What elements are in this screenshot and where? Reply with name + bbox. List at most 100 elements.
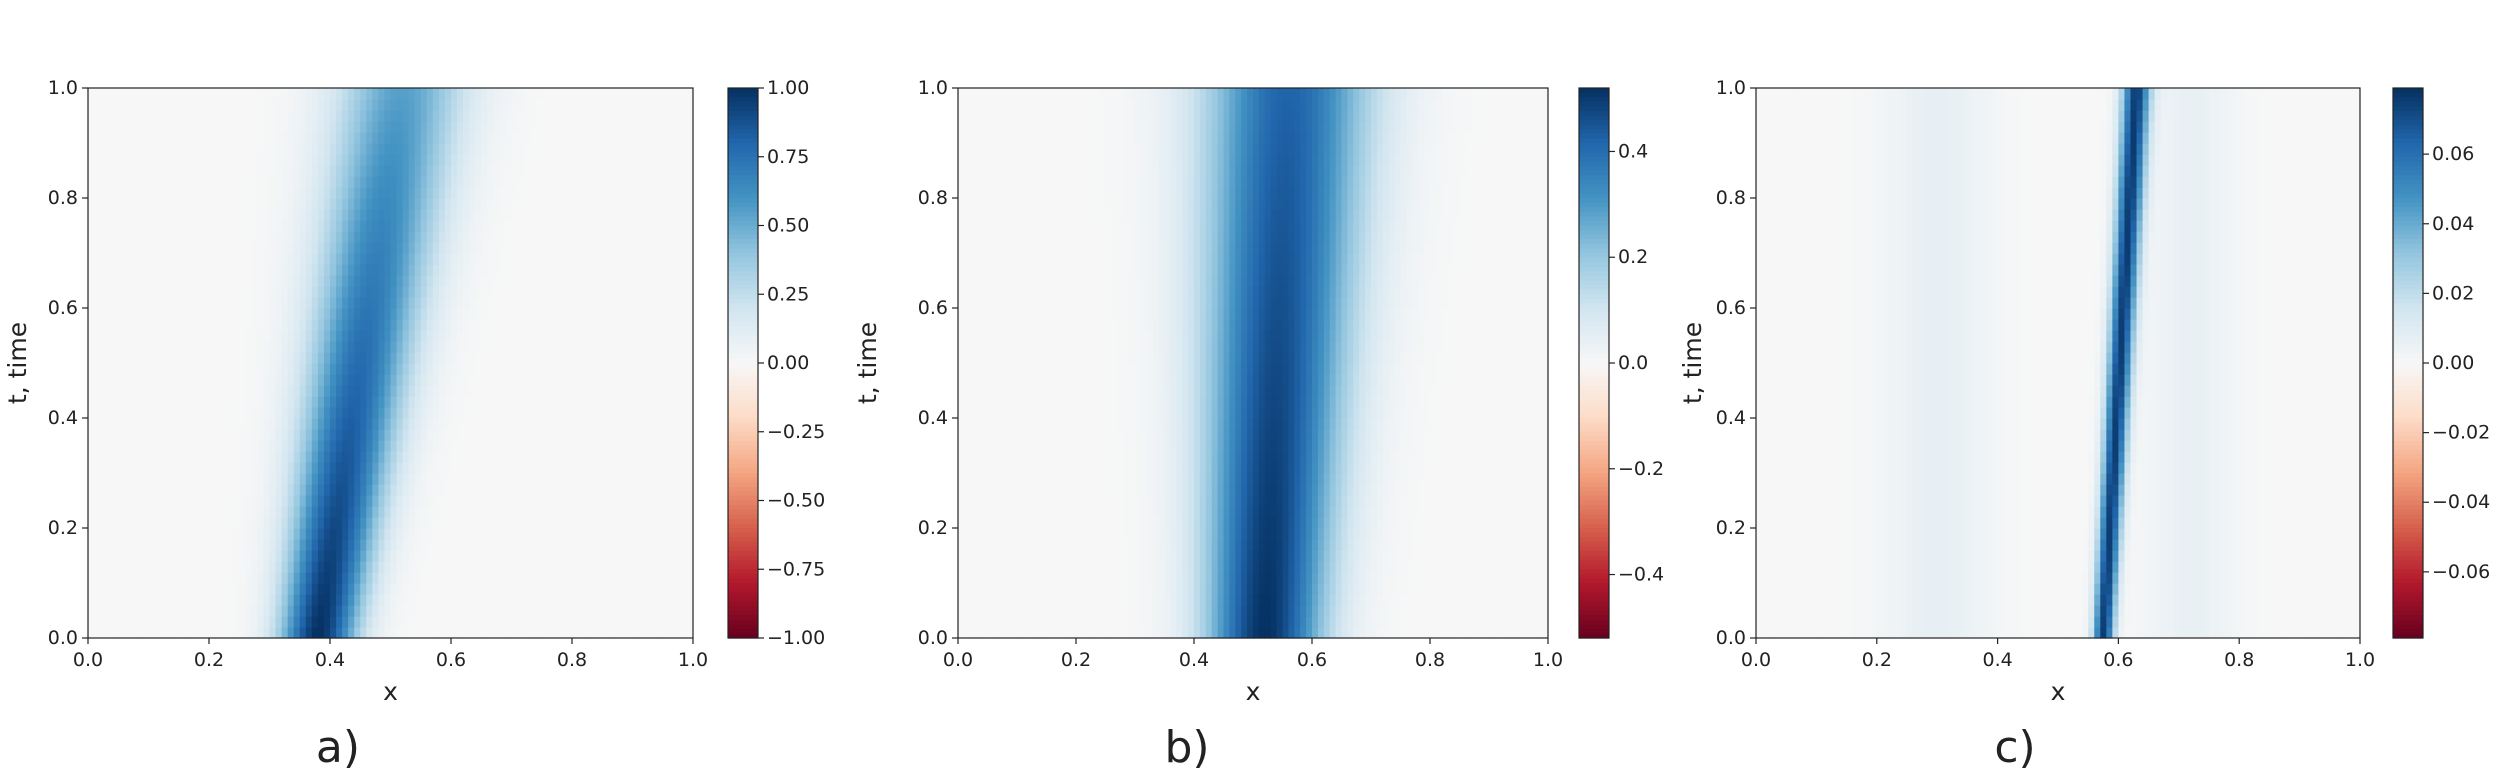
heatmap-cell	[348, 165, 355, 177]
heatmap-cell	[384, 231, 392, 243]
heatmap-cell	[178, 429, 186, 441]
heatmap-cell	[656, 198, 664, 210]
heatmap-cell	[172, 220, 180, 232]
heatmap-cell	[487, 198, 494, 210]
heatmap-cell	[680, 627, 688, 639]
heatmap-cell	[317, 495, 325, 507]
heatmap-cell	[390, 231, 398, 243]
heatmap-cell	[608, 198, 615, 210]
heatmap-cell	[378, 253, 386, 265]
heatmap-cell	[596, 429, 603, 441]
heatmap-cell	[209, 209, 216, 221]
heatmap-cell	[154, 385, 162, 397]
heatmap-cell	[263, 264, 271, 276]
heatmap-cell	[475, 319, 482, 331]
heatmap-cell	[608, 418, 615, 430]
heatmap-cell	[233, 418, 240, 430]
heatmap-cell	[426, 187, 434, 199]
heatmap-cell	[323, 363, 331, 375]
heatmap-cell	[293, 341, 301, 353]
heatmap-cell	[572, 209, 579, 221]
heatmap-cell	[668, 165, 676, 177]
heatmap-cell	[457, 572, 464, 584]
heatmap-cell	[100, 363, 107, 375]
heatmap-cell	[674, 550, 682, 562]
heatmap-cell	[414, 374, 422, 386]
heatmap-cell	[239, 484, 246, 496]
heatmap-cell	[662, 308, 670, 320]
heatmap-cell	[487, 528, 494, 540]
heatmap-cell	[444, 484, 452, 496]
heatmap-cell	[420, 495, 428, 507]
heatmap-cell	[372, 231, 379, 243]
heatmap-cell	[511, 572, 519, 584]
heatmap-cell	[239, 605, 246, 617]
heatmap-cell	[233, 572, 240, 584]
heatmap-cell	[94, 396, 101, 408]
heatmap-cell	[336, 462, 343, 474]
heatmap-cell	[584, 473, 591, 485]
heatmap-cell	[475, 396, 482, 408]
heatmap-cell	[596, 407, 603, 419]
heatmap-cell	[275, 385, 283, 397]
heatmap-cell	[626, 616, 634, 628]
heatmap-cell	[656, 352, 664, 364]
heatmap-cell	[112, 88, 119, 100]
heatmap-cell	[112, 396, 119, 408]
heatmap-cell	[251, 484, 258, 496]
heatmap-cell	[263, 154, 271, 166]
heatmap-cell	[281, 363, 289, 375]
heatmap-cell	[626, 88, 634, 100]
heatmap-cell	[100, 242, 107, 254]
heatmap-cell	[686, 583, 694, 595]
heatmap-cell	[614, 176, 621, 188]
heatmap-cell	[396, 561, 404, 573]
heatmap-cell	[517, 583, 525, 595]
heatmap-cell	[638, 330, 646, 342]
heatmap-cell	[626, 176, 634, 188]
heatmap-cell	[565, 539, 573, 551]
heatmap-cell	[184, 539, 192, 551]
heatmap-cell	[626, 308, 634, 320]
heatmap-cell	[142, 198, 150, 210]
heatmap-cell	[215, 242, 222, 254]
heatmap-cell	[644, 297, 652, 309]
heatmap-cell	[632, 209, 640, 221]
heatmap-cell	[130, 209, 137, 221]
heatmap-cell	[215, 319, 222, 331]
heatmap-cell	[396, 473, 404, 485]
heatmap-cell	[184, 385, 192, 397]
heatmap-cell	[602, 88, 609, 100]
heatmap-cell	[487, 495, 494, 507]
heatmap-cell	[529, 506, 537, 518]
heatmap-cell	[565, 462, 573, 474]
heatmap-cell	[517, 561, 525, 573]
heatmap-cell	[565, 88, 573, 100]
heatmap-cell	[384, 143, 392, 155]
heatmap-cell	[112, 352, 119, 364]
heatmap-cell	[360, 352, 367, 364]
heatmap-cell	[644, 154, 652, 166]
heatmap-cell	[124, 539, 131, 551]
heatmap-cell	[166, 440, 174, 452]
heatmap-cell	[293, 154, 301, 166]
heatmap-cell	[172, 209, 180, 221]
heatmap-cell	[323, 352, 331, 364]
heatmap-cell	[221, 297, 228, 309]
heatmap-cell	[202, 627, 210, 639]
heatmap-cell	[620, 495, 628, 507]
heatmap-cell	[487, 209, 494, 221]
heatmap-cell	[275, 561, 283, 573]
heatmap-cell	[94, 275, 101, 287]
heatmap-cell	[275, 121, 283, 133]
heatmap-cell	[487, 154, 494, 166]
heatmap-cell	[668, 605, 676, 617]
heatmap-cell	[251, 242, 258, 254]
heatmap-cell	[317, 242, 325, 254]
heatmap-cell	[196, 605, 204, 617]
heatmap-cell	[360, 176, 367, 188]
heatmap-cell	[650, 385, 658, 397]
heatmap-cell	[124, 616, 131, 628]
heatmap-cell	[680, 253, 688, 265]
heatmap-cell	[118, 352, 125, 364]
